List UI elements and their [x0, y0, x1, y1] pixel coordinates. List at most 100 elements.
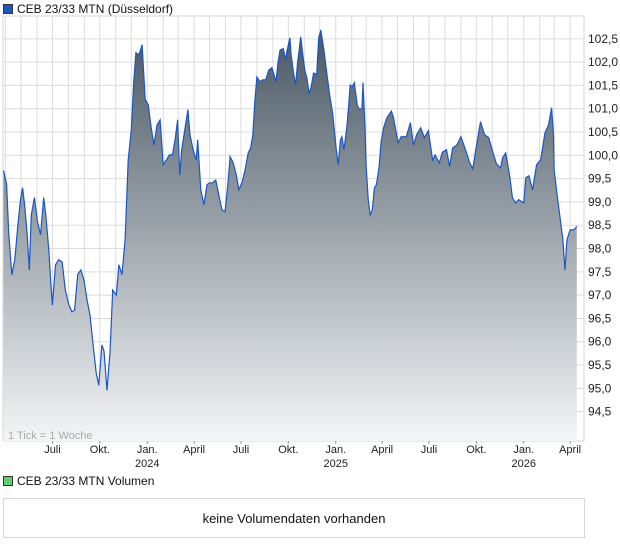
x-tick-label: Jan. [137, 444, 158, 456]
data-point [20, 199, 21, 201]
data-point [48, 249, 50, 251]
data-point [209, 182, 210, 184]
data-point [564, 269, 566, 271]
y-tick-label: 100,5 [588, 125, 618, 139]
data-point [127, 159, 129, 161]
data-point [329, 94, 330, 96]
data-point [371, 209, 373, 211]
data-point [496, 163, 497, 165]
data-point [98, 384, 100, 386]
data-point [256, 76, 258, 78]
x-tick-label: April [371, 444, 393, 456]
y-tick-label: 99,0 [588, 195, 612, 209]
data-point [189, 134, 191, 136]
data-point [509, 176, 511, 178]
data-point [177, 119, 179, 121]
data-point [8, 232, 10, 234]
data-point [507, 164, 509, 166]
x-tick-year: 2024 [135, 458, 159, 470]
data-point [135, 52, 137, 54]
data-point [438, 162, 440, 164]
data-point [335, 149, 337, 151]
data-point [475, 149, 477, 151]
data-point [536, 164, 538, 166]
data-point [115, 294, 117, 296]
data-point [297, 62, 299, 64]
data-point [512, 197, 513, 199]
data-point [306, 77, 308, 79]
x-tick-year: 2025 [323, 458, 347, 470]
data-point [221, 209, 223, 211]
data-point [544, 132, 546, 134]
data-point [423, 137, 425, 139]
data-point [566, 239, 568, 241]
data-point [551, 107, 552, 109]
data-point [43, 197, 45, 199]
data-point [318, 37, 320, 39]
data-point [26, 234, 28, 235]
data-point [28, 269, 30, 271]
data-point [30, 214, 32, 216]
data-point [420, 127, 422, 129]
data-point [472, 168, 474, 170]
data-point [241, 182, 243, 184]
data-point [302, 54, 304, 56]
x-tick-label: Okt. [90, 444, 110, 456]
x-tick-label: April [559, 444, 581, 456]
data-point [141, 44, 143, 46]
data-point [232, 162, 234, 164]
data-point [200, 189, 202, 191]
y-tick-label: 102,5 [588, 32, 618, 46]
data-point [168, 154, 170, 156]
data-point [192, 149, 194, 151]
data-point [86, 299, 88, 301]
data-point [238, 189, 240, 191]
data-point [378, 167, 380, 169]
data-point [195, 159, 197, 161]
data-point [308, 92, 310, 94]
y-tick-label: 95,5 [588, 358, 612, 372]
x-tick-label: Juli [44, 444, 61, 456]
data-point [203, 204, 205, 206]
data-point [106, 389, 108, 391]
x-tick-label: Juli [421, 444, 438, 456]
data-point [252, 134, 254, 136]
y-tick-label: 100,0 [588, 148, 618, 162]
data-point [293, 72, 294, 74]
y-tick-label: 96,0 [588, 335, 612, 349]
price-area [3, 30, 577, 441]
data-point [247, 152, 249, 154]
data-point [400, 136, 402, 138]
data-point [413, 144, 414, 146]
data-point [172, 154, 173, 156]
y-tick-label: 97,5 [588, 265, 612, 279]
data-point [162, 164, 164, 166]
data-point [150, 124, 152, 126]
data-point [22, 187, 23, 189]
x-axis: Juli Okt. Jan. 2024 April Juli Okt. Jan. 2025 Apr… [44, 441, 581, 470]
data-point [488, 137, 490, 139]
data-point [500, 167, 501, 169]
data-point [133, 80, 135, 82]
data-point [505, 152, 507, 154]
data-point [359, 109, 361, 111]
y-tick-label: 98,5 [588, 218, 612, 232]
data-point [480, 121, 481, 123]
data-point [295, 84, 296, 86]
data-point [68, 304, 70, 306]
data-point [37, 221, 38, 223]
data-point [61, 261, 63, 263]
data-point [540, 159, 542, 161]
data-point [34, 197, 35, 199]
data-point [215, 179, 217, 181]
data-point [339, 139, 341, 141]
data-point [147, 104, 149, 106]
data-point [432, 159, 433, 161]
x-tick-year: 2026 [511, 458, 535, 470]
data-point [179, 174, 181, 176]
data-point [346, 124, 348, 126]
data-point [268, 69, 270, 71]
data-points [3, 29, 578, 391]
data-point [159, 119, 161, 121]
data-point [469, 162, 471, 164]
